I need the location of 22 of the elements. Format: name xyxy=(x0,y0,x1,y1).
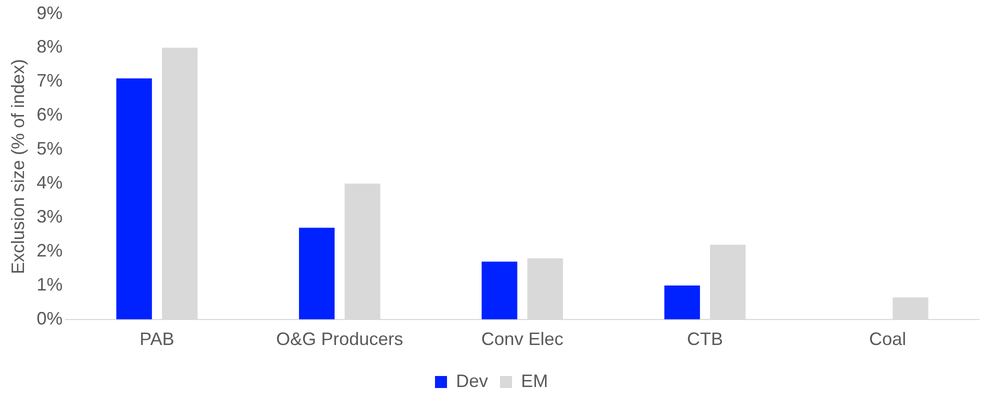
bar xyxy=(664,285,700,320)
x-tick-label: Coal xyxy=(869,329,906,350)
x-tick-label: Conv Elec xyxy=(481,329,564,350)
y-tick-label: 5% xyxy=(36,138,63,159)
y-tick-label: 1% xyxy=(36,274,63,294)
y-tick-label: 6% xyxy=(36,104,63,125)
x-tick-label: PAB xyxy=(140,329,174,350)
x-tick-label: CTB xyxy=(686,329,723,350)
y-tick-label: 2% xyxy=(36,240,63,260)
legend-label: Dev xyxy=(456,370,488,391)
y-tick-label: 0% xyxy=(36,308,63,328)
y-tick-label: 3% xyxy=(36,206,63,226)
legend-label: EM xyxy=(521,370,548,391)
y-tick-label: 4% xyxy=(36,172,63,193)
bar xyxy=(482,262,518,320)
x-tick-label: O&G Producers xyxy=(276,329,404,350)
y-tick-label: 7% xyxy=(36,70,63,91)
y-tick-label: 8% xyxy=(36,36,63,57)
y-tick-label: 9% xyxy=(36,2,63,23)
bar xyxy=(298,228,335,320)
y-axis-title: Exclusion size (% of index) xyxy=(8,59,28,274)
bar xyxy=(116,78,152,320)
